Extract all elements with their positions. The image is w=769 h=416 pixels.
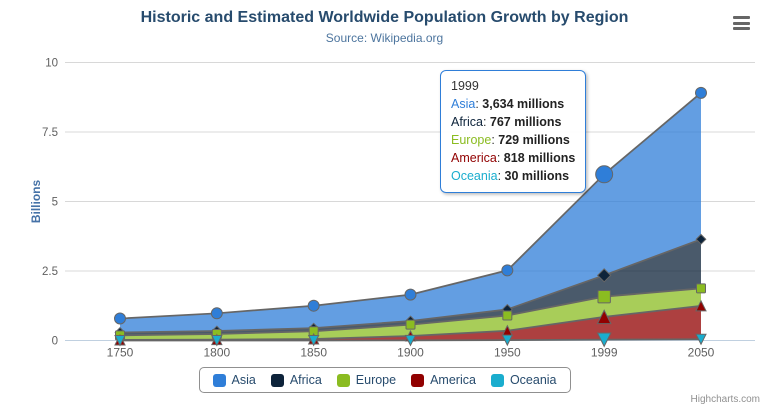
tooltip-colon: : xyxy=(491,133,499,147)
legend-label: Asia xyxy=(231,373,256,387)
tooltip-colon: : xyxy=(497,169,505,183)
hamburger-menu-icon xyxy=(733,27,750,30)
legend-swatch-icon xyxy=(212,373,226,387)
legend-item-europe[interactable]: Europe xyxy=(336,373,397,387)
point-america-2050[interactable] xyxy=(695,299,707,312)
tooltip-series-name: Europe xyxy=(451,133,492,147)
y-axis-label: 10 xyxy=(45,58,58,70)
tooltip-colon: : xyxy=(482,115,490,129)
legend-label: Africa xyxy=(289,373,322,387)
legend-swatch-icon xyxy=(270,373,284,387)
shared-tooltip: 1999 Asia: 3,634 millions Africa: 767 mil… xyxy=(440,70,587,193)
y-axis-label: 0 xyxy=(52,336,58,348)
legend-label: America xyxy=(430,373,476,387)
tooltip-value: 3,634 millions xyxy=(482,97,565,111)
x-axis-label: 1850 xyxy=(300,346,327,360)
x-axis-label: 1750 xyxy=(107,346,134,360)
point-asia-1850[interactable] xyxy=(307,299,320,312)
area-africa[interactable] xyxy=(120,239,701,336)
tooltip-series-name: Asia xyxy=(451,97,476,111)
legend-swatch-icon xyxy=(411,373,425,387)
tooltip-header: 1999 xyxy=(451,79,479,93)
chart-subtitle: Source: Wikipedia.org xyxy=(325,31,444,45)
point-america-1999[interactable] xyxy=(596,309,612,325)
legend-swatch-icon xyxy=(490,373,504,387)
tooltip-series-name: America xyxy=(451,151,497,165)
y-axis-label: 2.5 xyxy=(42,266,58,278)
x-axis-label: 1800 xyxy=(203,346,230,360)
legend-item-oceania[interactable]: Oceania xyxy=(490,373,557,387)
chart-title: Historic and Estimated Worldwide Populat… xyxy=(140,9,629,26)
tooltip-value: 30 millions xyxy=(504,169,570,183)
tooltip-series-name: Oceania xyxy=(451,169,498,183)
tooltip-colon: : xyxy=(475,97,483,111)
point-oceania-1950[interactable] xyxy=(501,334,514,347)
tooltip-colon: : xyxy=(496,151,504,165)
point-asia-1800[interactable] xyxy=(210,307,223,320)
legend-label: Europe xyxy=(355,373,397,387)
point-oceania-1750[interactable] xyxy=(114,334,126,347)
point-europe-1950[interactable] xyxy=(502,310,513,321)
x-axis-label: 1900 xyxy=(397,346,424,360)
point-africa-2050[interactable] xyxy=(695,233,707,245)
legend-swatch-icon xyxy=(336,373,350,387)
export-menu-button[interactable] xyxy=(733,16,750,30)
tooltip-row-america: America: 818 millions xyxy=(451,149,575,167)
area-america[interactable] xyxy=(120,305,701,341)
point-oceania-1900[interactable] xyxy=(404,334,417,347)
credits-link[interactable]: Highcharts.com xyxy=(690,394,760,405)
tooltip-row-africa: Africa: 767 millions xyxy=(451,113,575,131)
tooltip-value: 818 millions xyxy=(503,151,576,165)
point-asia-1900[interactable] xyxy=(404,288,417,301)
hamburger-menu-icon xyxy=(733,21,750,25)
legend: Asia Africa Europe America Oceania xyxy=(198,367,571,393)
area-asia[interactable] xyxy=(120,92,701,333)
point-europe-2050[interactable] xyxy=(696,283,706,294)
point-europe-1999[interactable] xyxy=(597,289,611,304)
legend-item-america[interactable]: America xyxy=(411,373,476,387)
y-axis-title: Billions xyxy=(29,180,43,224)
point-africa-1999[interactable] xyxy=(596,268,612,283)
point-europe-1900[interactable] xyxy=(405,319,416,330)
x-axis-label: 1999 xyxy=(591,346,618,360)
tooltip-series-name: Africa xyxy=(451,115,483,129)
point-asia-1950[interactable] xyxy=(501,264,514,277)
legend-item-africa[interactable]: Africa xyxy=(270,373,322,387)
x-axis-label: 2050 xyxy=(688,346,715,360)
tooltip-value: 767 millions xyxy=(489,115,562,129)
x-axis-label: 1950 xyxy=(494,346,521,360)
legend-label: Oceania xyxy=(509,373,557,387)
point-oceania-1999[interactable] xyxy=(596,332,612,348)
point-oceania-1800[interactable] xyxy=(211,334,223,347)
hamburger-menu-icon xyxy=(733,16,750,19)
legend-item-asia[interactable]: Asia xyxy=(212,373,256,387)
tooltip-row-oceania: Oceania: 30 millions xyxy=(451,167,575,185)
point-oceania-1850[interactable] xyxy=(307,334,320,347)
tooltip-row-europe: Europe: 729 millions xyxy=(451,131,575,149)
point-asia-1999[interactable] xyxy=(595,165,614,184)
y-axis-label: 7.5 xyxy=(42,127,58,139)
tooltip-row-asia: Asia: 3,634 millions xyxy=(451,95,575,113)
point-asia-1750[interactable] xyxy=(114,312,126,325)
point-oceania-2050[interactable] xyxy=(695,333,707,346)
y-axis-label: 5 xyxy=(52,197,58,209)
tooltip-value: 729 millions xyxy=(498,133,570,147)
point-asia-2050[interactable] xyxy=(695,86,707,99)
